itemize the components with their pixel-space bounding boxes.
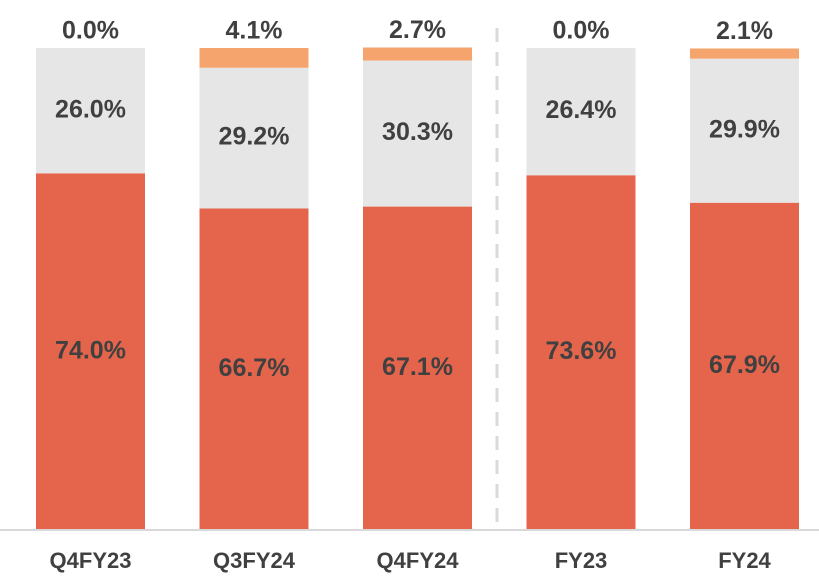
bar-segment xyxy=(690,58,799,203)
value-label: 4.1% xyxy=(226,17,283,45)
value-label: 29.2% xyxy=(219,123,290,151)
value-label: 67.1% xyxy=(382,353,453,381)
x-tick-label: Q4FY23 xyxy=(50,548,132,573)
x-tick-label: Q3FY24 xyxy=(213,548,296,573)
value-label: 66.7% xyxy=(219,354,290,382)
bar-segment xyxy=(36,48,145,174)
value-label: 74.0% xyxy=(55,336,126,364)
value-label: 29.9% xyxy=(709,115,780,143)
x-tick-label: FY23 xyxy=(555,548,608,573)
x-tick-label: Q4FY24 xyxy=(377,548,460,573)
bar-segment xyxy=(363,60,472,207)
bar-segment xyxy=(199,208,309,531)
bar-segment xyxy=(363,206,472,530)
value-label: 0.0% xyxy=(62,17,119,45)
bar-segment xyxy=(526,175,636,531)
value-label: 2.7% xyxy=(389,16,446,44)
bar-segment xyxy=(36,173,145,530)
value-label: 73.6% xyxy=(546,337,617,365)
bar-segment xyxy=(690,202,799,531)
bar-segment xyxy=(199,67,309,209)
value-label: 26.0% xyxy=(55,95,126,123)
value-label: 0.0% xyxy=(553,17,610,45)
bar-segment xyxy=(363,47,472,61)
bar-segment xyxy=(526,48,636,176)
value-label: 67.9% xyxy=(709,351,780,379)
value-label: 26.4% xyxy=(546,96,617,124)
value-label: 2.1% xyxy=(716,17,773,45)
value-label: 30.3% xyxy=(382,118,453,146)
bar-segment xyxy=(690,48,799,59)
bar-segment xyxy=(199,48,309,68)
x-tick-label: FY24 xyxy=(718,548,771,573)
